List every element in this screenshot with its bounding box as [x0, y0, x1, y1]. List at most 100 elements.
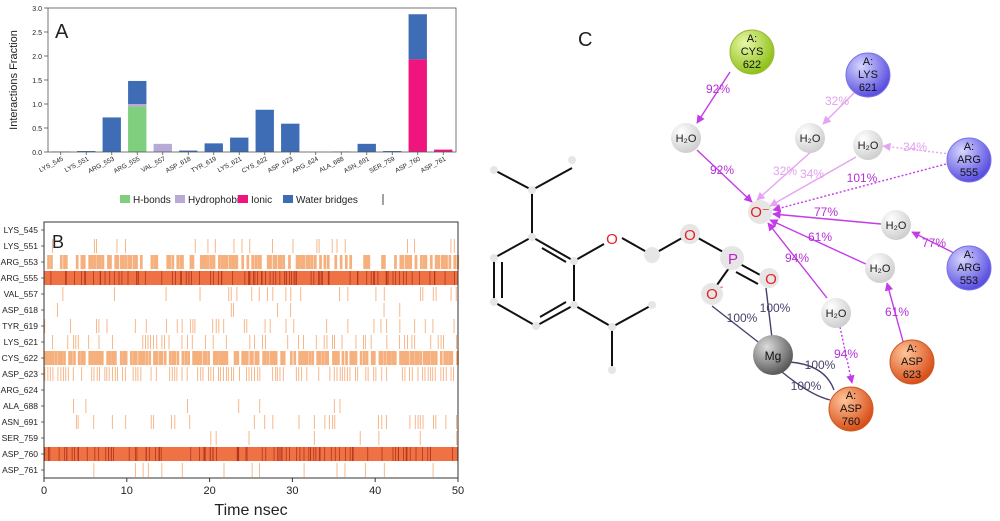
- contact-mark: [181, 463, 183, 477]
- contact-mark: [74, 447, 76, 461]
- contact-mark: [238, 447, 240, 461]
- contact-mark: [261, 271, 263, 285]
- contact-mark: [108, 367, 110, 381]
- residue-labels: A: CYS 622 A: LYS 621 A: ARG 555 A: ARG …: [741, 33, 981, 428]
- contact-mark: [375, 287, 377, 301]
- contact-mark: [174, 367, 176, 381]
- residue-name: ASP: [840, 403, 862, 415]
- contact-mark: [62, 287, 64, 301]
- contact-mark: [68, 351, 71, 365]
- phosphorus-atom: P: [728, 251, 738, 268]
- residue-chain: A:: [863, 56, 873, 68]
- y-tick-label: 0.0: [32, 150, 42, 157]
- contact-mark: [433, 415, 435, 429]
- contact-mark: [381, 415, 383, 429]
- contact-mark: [145, 319, 147, 333]
- contact-mark: [65, 271, 67, 285]
- contact-mark: [232, 303, 234, 317]
- contact-mark: [199, 271, 200, 285]
- contact-mark: [430, 335, 432, 349]
- contact-mark: [406, 351, 410, 365]
- contact-mark: [296, 447, 298, 461]
- contact-mark: [285, 447, 287, 461]
- contact-mark: [132, 367, 134, 381]
- contact-mark: [47, 255, 50, 269]
- contact-mark: [190, 447, 192, 461]
- contact-mark: [248, 271, 249, 285]
- contact-mark: [386, 335, 388, 349]
- contact-mark: [399, 255, 403, 269]
- row-label: ALA_688: [3, 401, 38, 411]
- row-label: LYS_551: [4, 241, 39, 251]
- anionic-oxygen-lower: O: [706, 286, 718, 303]
- pct-label: 100%: [727, 311, 758, 325]
- x-tick-label: ALA_688: [318, 155, 345, 174]
- residue-chain: A:: [907, 343, 917, 355]
- residue-name: LYS: [858, 69, 878, 81]
- contact-mark: [300, 351, 304, 365]
- contact-mark: [65, 367, 67, 381]
- legend-label: H-bonds: [133, 195, 171, 206]
- contact-mark: [450, 239, 452, 253]
- contact-mark: [432, 351, 435, 365]
- contact-mark: [246, 367, 247, 381]
- contact-mark: [344, 255, 348, 269]
- contact-mark: [300, 255, 304, 269]
- x-tick-label: ARG_553: [87, 155, 116, 175]
- contact-mark: [107, 255, 110, 269]
- contact-mark: [373, 319, 375, 333]
- contact-mark: [50, 255, 53, 269]
- contact-mark: [91, 367, 93, 381]
- contact-mark: [411, 367, 413, 381]
- contact-mark: [365, 351, 369, 365]
- contact-mark: [233, 255, 237, 269]
- contact-mark: [168, 351, 172, 365]
- contact-mark: [99, 271, 101, 285]
- contact-mark: [290, 287, 292, 301]
- contact-mark: [108, 447, 110, 461]
- contact-mark: [399, 319, 401, 333]
- contact-mark: [328, 271, 330, 285]
- contact-mark: [171, 415, 173, 429]
- contact-mark: [280, 351, 284, 365]
- contact-mark: [100, 351, 104, 365]
- contact-mark: [319, 271, 321, 285]
- pct-label: 61%: [808, 230, 832, 244]
- contact-mark: [386, 351, 390, 365]
- contact-mark: [168, 255, 172, 269]
- contact-mark: [135, 255, 138, 269]
- contact-mark: [192, 319, 194, 333]
- contact-mark: [227, 367, 229, 381]
- contact-mark: [288, 255, 291, 269]
- x-tick-label: 20: [203, 485, 215, 497]
- contact-mark: [403, 447, 404, 461]
- contact-mark: [216, 447, 217, 461]
- anion-charge-lower: -: [720, 282, 723, 293]
- contact-mark: [344, 463, 346, 477]
- contact-mark: [118, 271, 120, 285]
- contact-mark: [434, 351, 438, 365]
- bar-segment: [383, 151, 402, 152]
- contact-mark: [199, 447, 200, 461]
- contact-mark: [160, 447, 162, 461]
- contact-mark: [119, 351, 123, 365]
- contact-mark: [365, 255, 369, 269]
- contact-mark: [308, 447, 310, 461]
- contact-mark: [401, 367, 403, 381]
- contact-mark: [404, 367, 406, 381]
- contact-mark: [355, 335, 357, 349]
- contact-mark: [339, 399, 341, 413]
- y-tick-label: 1.0: [32, 102, 42, 109]
- contact-mark: [132, 351, 136, 365]
- contact-mark: [274, 255, 278, 269]
- bar-segment: [230, 137, 249, 152]
- contact-mark: [292, 239, 294, 253]
- contact-mark: [139, 351, 143, 365]
- contact-mark: [446, 351, 449, 365]
- x-tick-label: LYS_621: [217, 155, 244, 174]
- contact-mark: [134, 351, 138, 365]
- contact-mark: [64, 255, 68, 269]
- contact-mark: [73, 399, 74, 413]
- contact-mark: [282, 351, 286, 365]
